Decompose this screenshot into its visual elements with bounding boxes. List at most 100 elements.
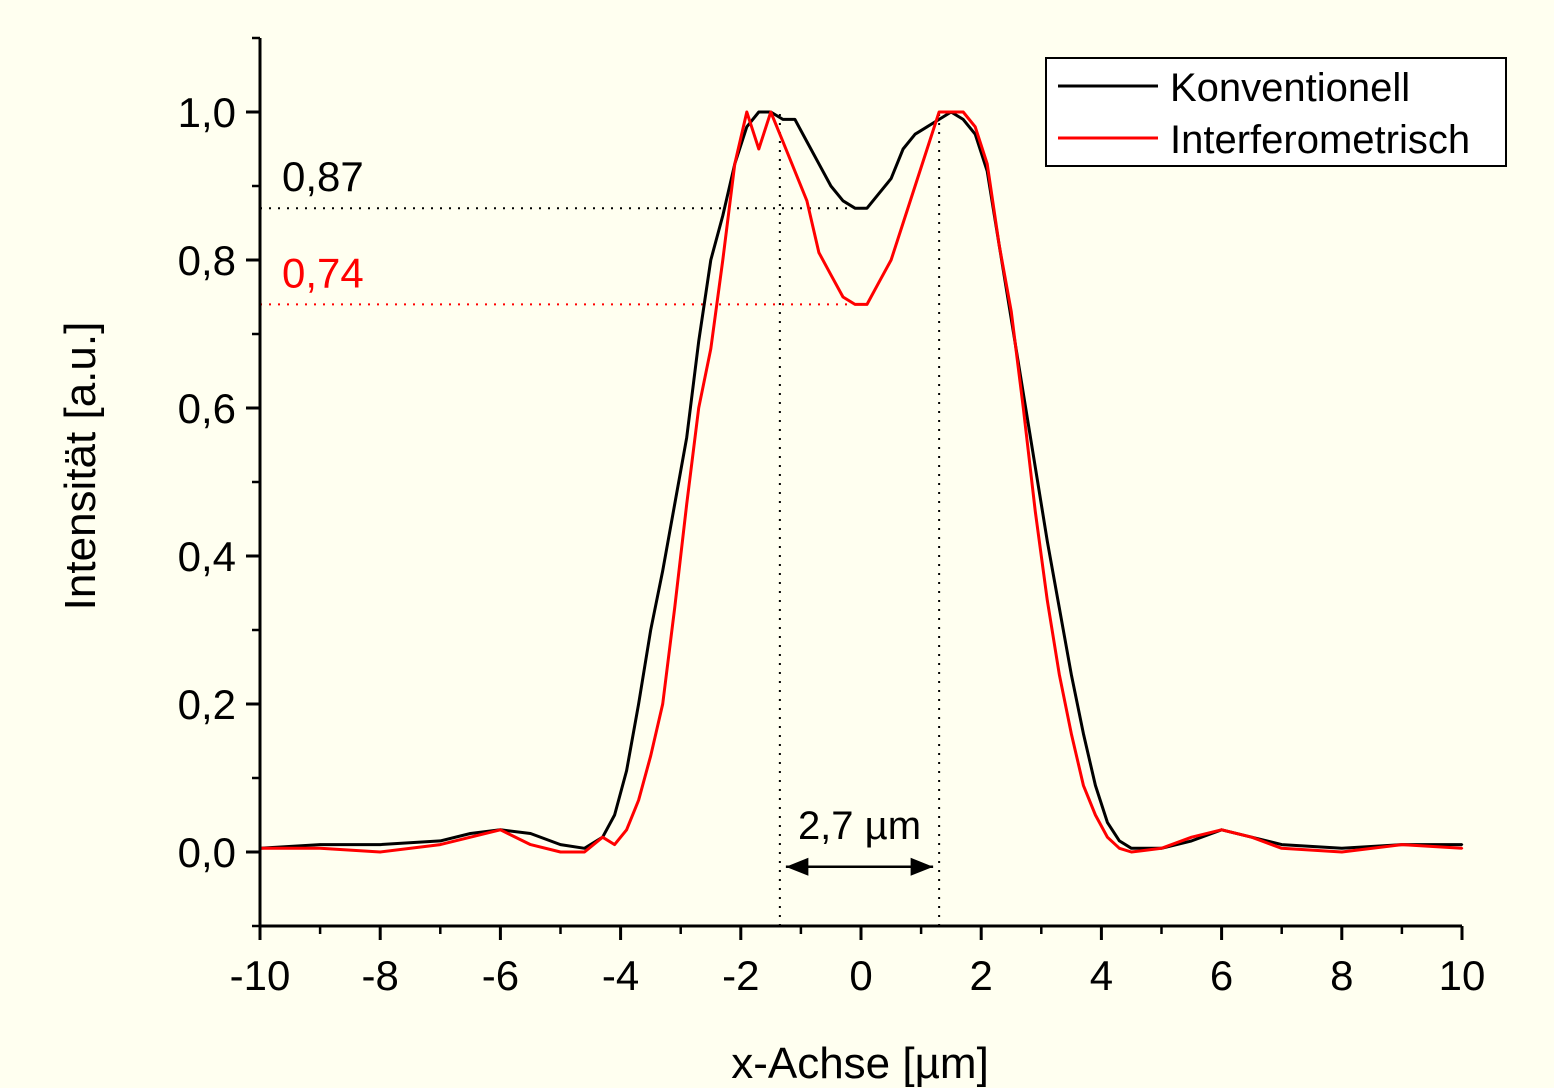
y-tick-label: 0,4 <box>178 533 236 580</box>
series-point-1 <box>439 843 442 846</box>
reference-hline-label: 0,87 <box>282 153 364 200</box>
legend-label: Interferometrisch <box>1170 118 1470 162</box>
series-point-0 <box>1094 784 1097 787</box>
y-tick-label: 0,2 <box>178 681 236 728</box>
series-point-0 <box>1190 839 1193 843</box>
series-point-1 <box>998 244 1001 247</box>
series-point-0 <box>673 503 676 506</box>
series-point-1 <box>877 281 881 284</box>
x-tick-label: 0 <box>849 952 872 999</box>
series-point-0 <box>1034 466 1037 469</box>
series-point-0 <box>889 177 893 180</box>
series-point-1 <box>637 799 640 802</box>
series-line-0 <box>259 110 1462 850</box>
series-point-1 <box>1118 847 1121 850</box>
series-point-1 <box>697 406 700 410</box>
series-point-1 <box>1160 847 1163 850</box>
series-point-1 <box>1010 310 1013 313</box>
series-point-1 <box>1082 784 1085 787</box>
series-point-1 <box>469 836 472 839</box>
series-point-0 <box>1340 847 1344 850</box>
series-point-0 <box>1046 540 1049 543</box>
x-tick-label: -2 <box>722 952 759 999</box>
y-tick-label: 0,8 <box>178 237 236 284</box>
series-point-0 <box>901 147 905 151</box>
legend-label: Konventionell <box>1170 66 1410 110</box>
series-point-1 <box>559 850 562 854</box>
series-point-0 <box>685 436 688 439</box>
series-point-1 <box>1106 836 1109 839</box>
series-point-0 <box>625 769 628 772</box>
series-point-1 <box>1070 732 1073 735</box>
series-point-0 <box>439 839 442 843</box>
series-point-0 <box>1082 732 1085 735</box>
series-point-1 <box>745 110 749 114</box>
series-point-0 <box>1280 843 1283 846</box>
series-point-0 <box>913 133 917 136</box>
series-point-0 <box>841 199 845 202</box>
width-arrow-label: 2,7 µm <box>798 804 921 848</box>
series-point-1 <box>379 850 382 854</box>
series-point-1 <box>913 184 917 188</box>
series-point-1 <box>721 258 724 262</box>
series-point-1 <box>529 843 532 846</box>
series-point-0 <box>1058 606 1061 609</box>
series-point-1 <box>625 828 628 831</box>
series-point-0 <box>469 832 472 835</box>
series-point-0 <box>1460 843 1464 846</box>
y-tick-label: 0,0 <box>178 829 236 876</box>
series-point-0 <box>649 628 652 632</box>
series-point-0 <box>973 133 977 136</box>
x-tick-label: 2 <box>970 952 993 999</box>
x-tick-label: 4 <box>1090 952 1113 999</box>
x-tick-label: 10 <box>1439 952 1486 999</box>
series-point-0 <box>583 847 586 850</box>
series-point-0 <box>721 214 724 217</box>
series-point-1 <box>889 258 893 262</box>
x-tick-label: -4 <box>602 952 639 999</box>
series-point-1 <box>1130 850 1133 854</box>
y-axis-label: Intensität [a.u.] <box>56 322 105 611</box>
series-point-0 <box>1118 839 1121 843</box>
series-point-0 <box>709 258 712 262</box>
legend-box <box>1045 57 1507 167</box>
axes: -10 -8 -6 -4 -2 0 2 4 6 8 10 0,0 0,2 0,4 0,6 0,8 1,0 <box>178 36 1486 999</box>
series-point-1 <box>1340 850 1344 854</box>
series-point-1 <box>613 843 616 846</box>
x-tick-label: 6 <box>1210 952 1233 999</box>
series-point-1 <box>793 170 797 173</box>
series-point-0 <box>1130 847 1133 850</box>
series-point-1 <box>649 754 652 757</box>
x-tick-label: -10 <box>230 952 291 999</box>
series-point-1 <box>757 147 761 151</box>
series-point-0 <box>379 843 382 846</box>
series-point-1 <box>865 303 869 306</box>
series-point-1 <box>805 199 809 202</box>
series-point-0 <box>877 192 881 195</box>
x-axis-label: x-Achse [µm] <box>731 1039 989 1088</box>
y-tick-label: 1,0 <box>178 89 236 136</box>
series-point-1 <box>1058 673 1061 676</box>
series-point-1 <box>961 110 965 114</box>
series-point-0 <box>637 702 640 706</box>
series-point-1 <box>829 273 833 276</box>
series-point-0 <box>961 118 965 121</box>
series-point-1 <box>1022 406 1025 410</box>
series-point-1 <box>986 162 989 165</box>
series-point-1 <box>1046 599 1049 602</box>
series-point-1 <box>853 303 857 306</box>
series-point-1 <box>673 606 676 609</box>
series-point-1 <box>601 836 604 839</box>
series-point-0 <box>697 340 700 343</box>
series-point-0 <box>925 125 929 128</box>
series-point-0 <box>937 118 941 121</box>
series-point-0 <box>529 832 532 835</box>
series-point-1 <box>1034 510 1037 513</box>
series-point-1 <box>1250 836 1253 839</box>
series-point-0 <box>757 110 761 114</box>
series-point-1 <box>1094 813 1097 817</box>
series-point-1 <box>318 847 322 850</box>
series-point-1 <box>841 295 845 299</box>
series-point-1 <box>901 221 905 225</box>
